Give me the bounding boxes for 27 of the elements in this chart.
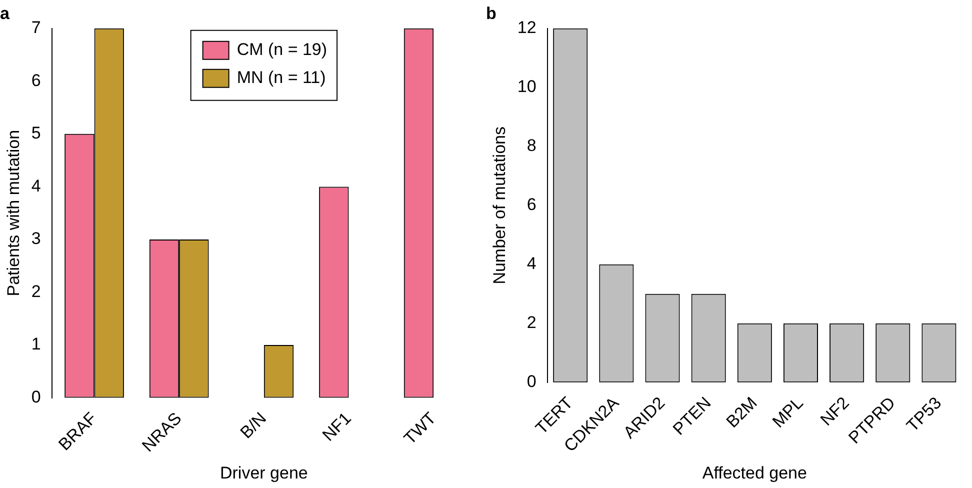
y-axis-title: Number of mutations [490,126,509,284]
legend-label: CM (n = 19) [236,40,328,60]
x-tick-label: B/N [236,408,270,442]
y-tick-label: 3 [31,229,41,248]
x-axis-title: Affected gene [702,463,807,482]
y-tick-label: 0 [526,372,536,392]
y-tick-label: 10 [517,77,536,96]
chart-title: b [486,4,496,23]
x-tick-label: NF2 [816,393,853,430]
legend-label: MN (n = 11) [236,68,326,88]
y-tick-label: 6 [31,70,41,90]
y-tick-label: 4 [526,254,536,274]
y-tick-label: 6 [526,195,536,214]
y-tick-label: 8 [526,136,536,156]
x-tick-label: MPL [768,393,807,432]
x-tick-label: NF1 [318,408,355,445]
y-axis-title: Patients with mutation [4,130,23,296]
y-tick-label: 5 [31,124,41,143]
x-axis-title: Driver gene [220,463,308,482]
y-tick-label: 1 [31,334,41,354]
y-tick-label: 2 [526,313,536,332]
chart-title: a [0,4,10,23]
y-tick-label: 0 [31,387,41,406]
y-tick-label: 4 [31,176,41,196]
y-tick-label: 7 [31,18,41,38]
y-tick-label: 2 [31,282,41,301]
y-tick-label: 12 [517,18,536,38]
